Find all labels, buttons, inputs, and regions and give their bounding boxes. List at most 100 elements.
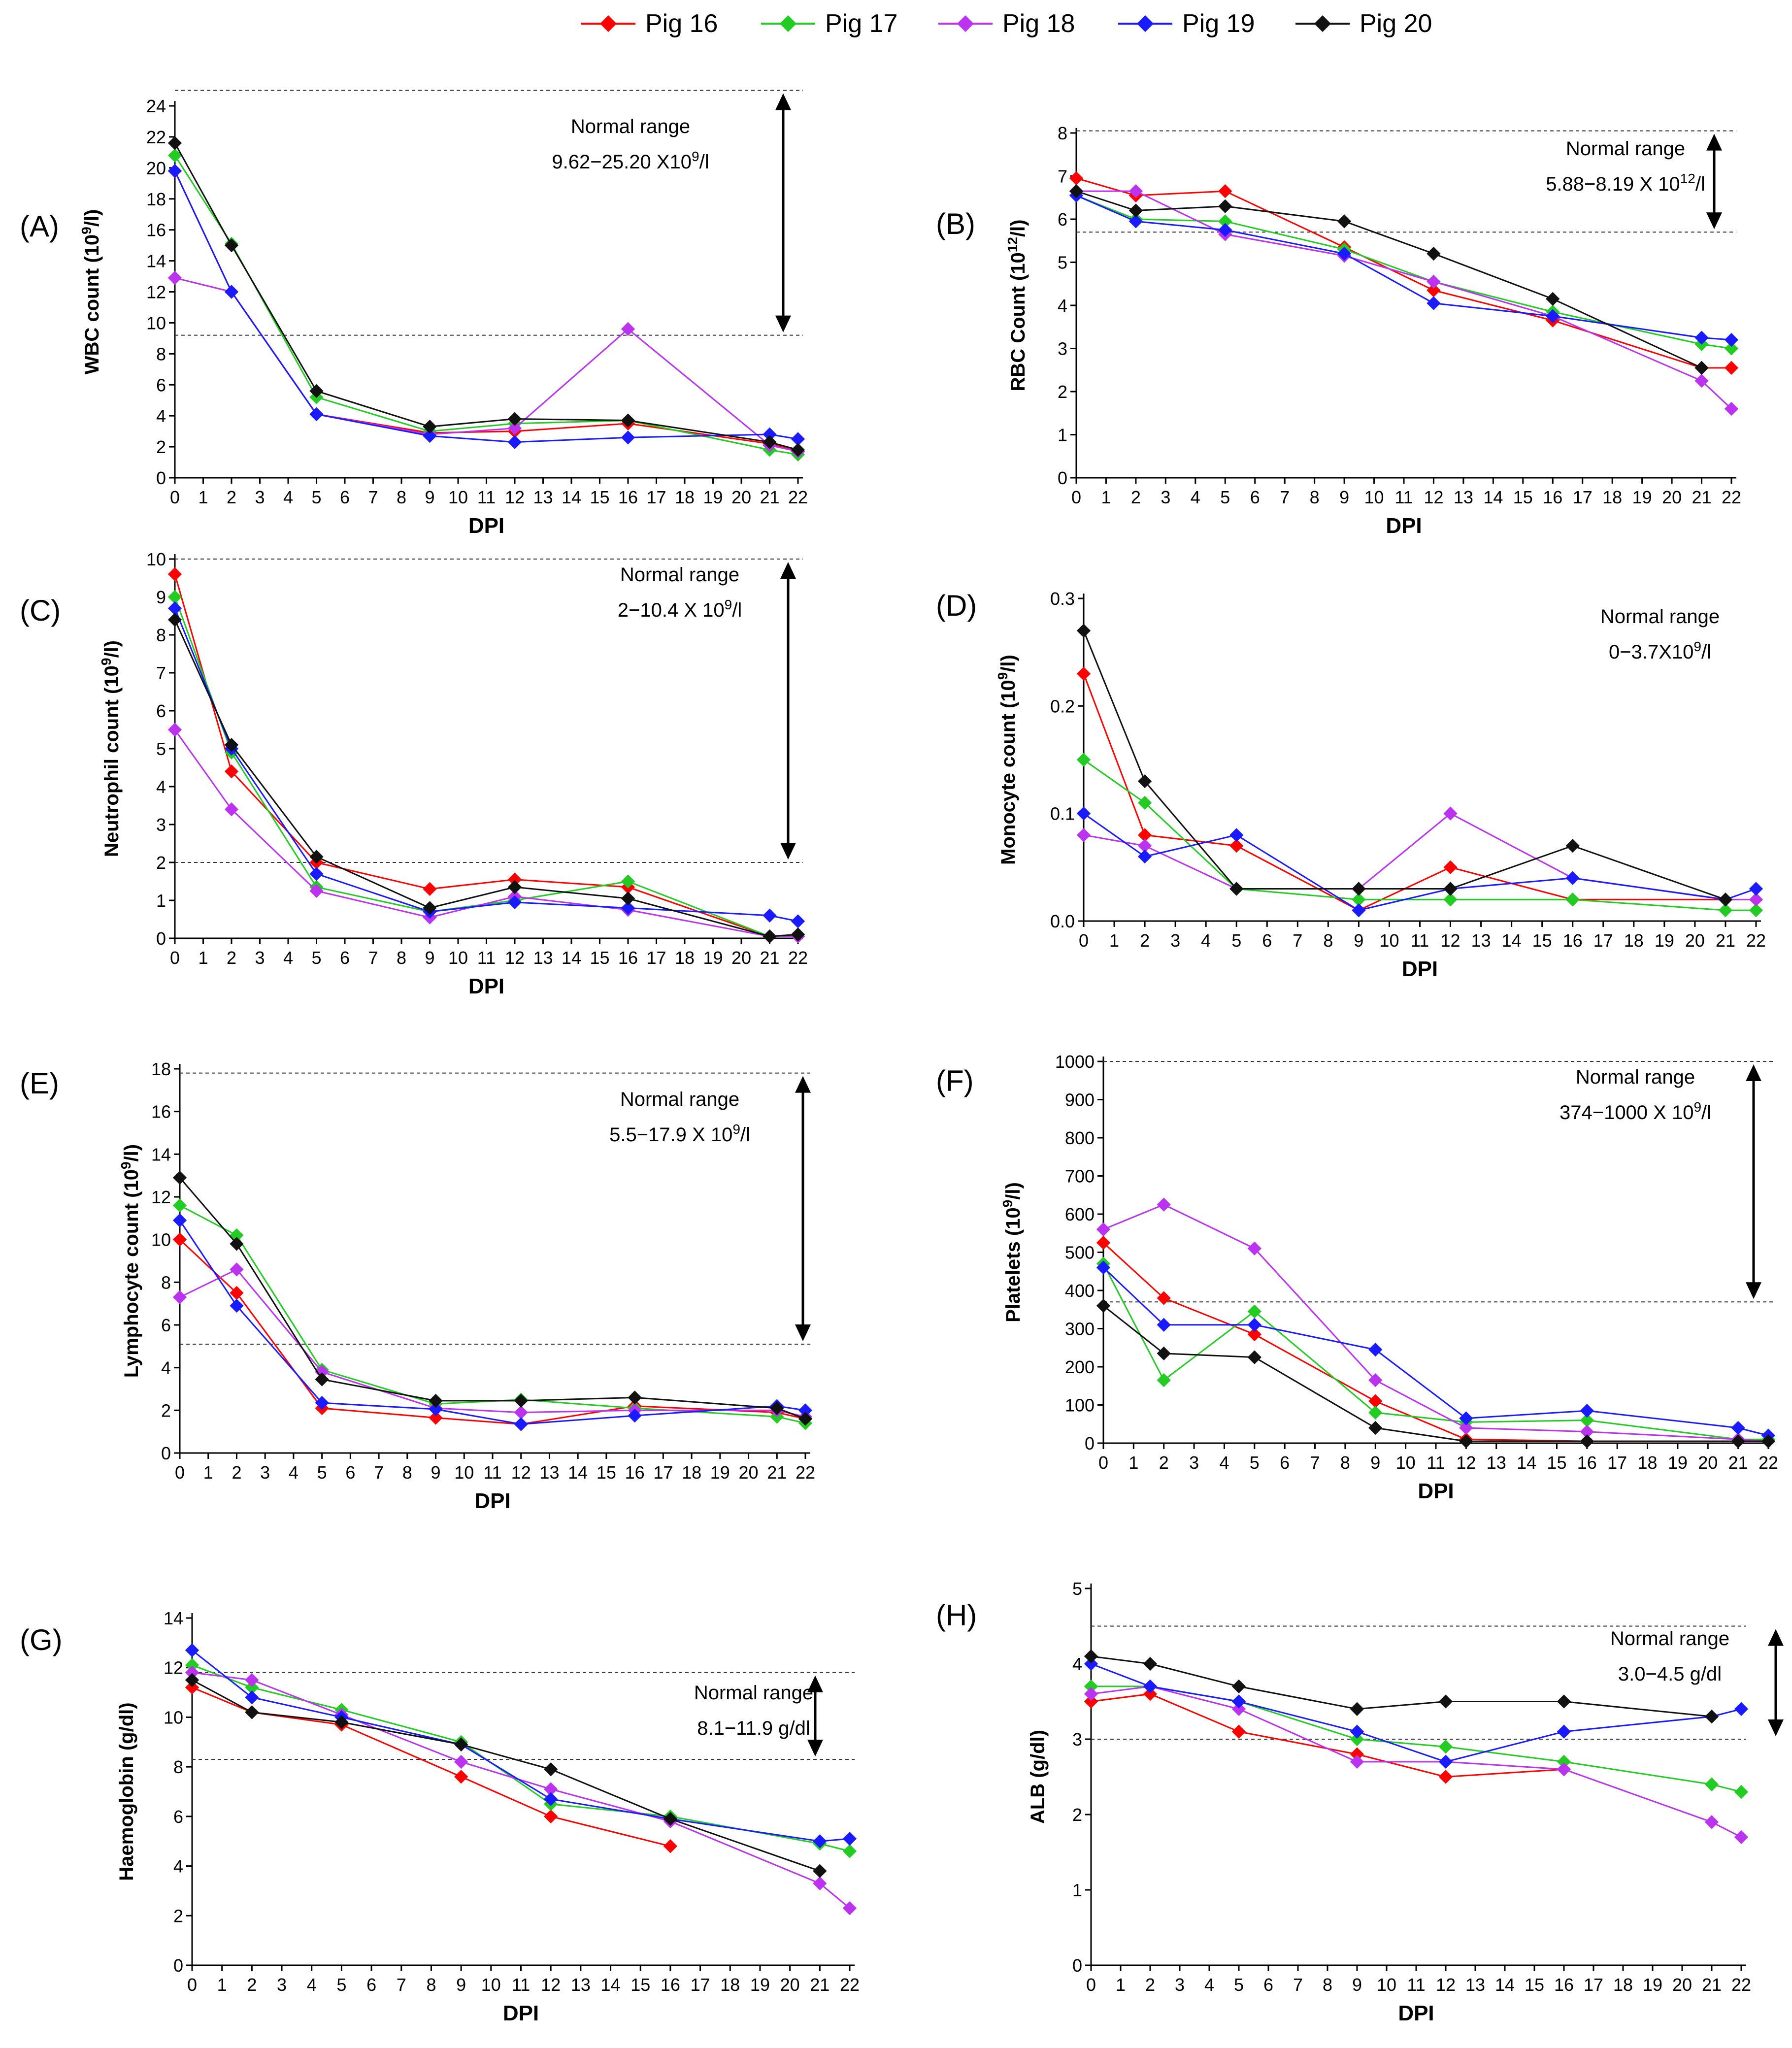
x-tick-label: 22 bbox=[788, 948, 808, 968]
x-tick-label: 18 bbox=[1613, 1975, 1633, 1995]
x-tick-label: 20 bbox=[1685, 930, 1705, 951]
series-line bbox=[1102, 1263, 1768, 1440]
x-tick-label: 15 bbox=[1525, 1975, 1544, 1995]
x-tick-label: 8 bbox=[1323, 930, 1333, 951]
panel-label: (A) bbox=[20, 210, 59, 243]
double-arrow-icon bbox=[1746, 1064, 1761, 1299]
y-tick-label: 2 bbox=[161, 1400, 171, 1420]
data-point bbox=[1443, 806, 1458, 821]
data-point bbox=[1229, 882, 1244, 896]
x-tick-label: 5 bbox=[1231, 930, 1241, 951]
x-axis-title: DPI bbox=[1398, 2001, 1434, 2025]
data-point bbox=[315, 1372, 329, 1387]
series-pig-20 bbox=[172, 1170, 813, 1426]
series-line bbox=[1083, 759, 1756, 911]
x-tick-label: 10 bbox=[1379, 930, 1399, 951]
data-point bbox=[770, 1401, 784, 1416]
y-tick-label: 1 bbox=[1072, 1880, 1082, 1900]
data-point bbox=[1084, 1687, 1098, 1701]
x-tick-label: 7 bbox=[1280, 487, 1290, 507]
data-point bbox=[185, 1665, 199, 1680]
y-tick-label: 1 bbox=[156, 891, 166, 911]
x-tick-label: 6 bbox=[366, 1975, 376, 1995]
data-point bbox=[1694, 373, 1709, 388]
data-point bbox=[1368, 1405, 1383, 1420]
x-tick-label: 14 bbox=[1517, 1453, 1536, 1473]
y-tick-label: 2 bbox=[173, 1906, 183, 1926]
y-tick-label: 3 bbox=[1058, 339, 1067, 359]
x-tick-label: 12 bbox=[505, 948, 525, 968]
x-tick-label: 6 bbox=[340, 948, 350, 968]
x-tick-label: 19 bbox=[703, 487, 723, 507]
x-tick-label: 22 bbox=[1759, 1453, 1778, 1473]
data-point bbox=[1096, 1260, 1111, 1275]
x-tick-label: 0 bbox=[187, 1975, 197, 1995]
data-point bbox=[1704, 1815, 1719, 1829]
data-point bbox=[1557, 1762, 1571, 1777]
x-tick-label: 8 bbox=[402, 1462, 412, 1483]
x-tick-label: 0 bbox=[1079, 930, 1089, 951]
y-tick-label: 300 bbox=[1065, 1319, 1095, 1339]
x-tick-label: 0 bbox=[175, 1462, 185, 1483]
y-tick-label: 5 bbox=[156, 739, 166, 759]
panel-label: (H) bbox=[936, 1599, 977, 1632]
data-point bbox=[423, 882, 437, 896]
data-point bbox=[1557, 1694, 1571, 1709]
x-tick-label: 5 bbox=[1220, 487, 1230, 507]
x-tick-label: 10 bbox=[448, 948, 468, 968]
x-tick-label: 13 bbox=[571, 1975, 591, 1995]
data-point bbox=[813, 1834, 827, 1849]
series-line bbox=[1076, 190, 1732, 410]
series-line bbox=[174, 619, 798, 937]
data-point bbox=[621, 322, 635, 336]
x-tick-label: 18 bbox=[1624, 930, 1644, 951]
data-point bbox=[1438, 1754, 1453, 1769]
y-tick-label: 10 bbox=[146, 549, 166, 569]
series-pig-17 bbox=[167, 590, 805, 944]
normal-range-title: Normal range bbox=[620, 1089, 739, 1110]
data-point bbox=[791, 443, 805, 457]
y-tick-label: 500 bbox=[1065, 1243, 1095, 1263]
data-point bbox=[1084, 1656, 1098, 1671]
data-point bbox=[224, 802, 239, 817]
data-point bbox=[1734, 1784, 1749, 1799]
data-point bbox=[309, 884, 324, 898]
data-point bbox=[1565, 871, 1580, 885]
series-line bbox=[179, 1220, 806, 1425]
x-tick-label: 0 bbox=[1086, 1975, 1096, 1995]
data-point bbox=[1546, 292, 1560, 306]
data-point bbox=[1580, 1424, 1594, 1439]
y-tick-label: 2 bbox=[1058, 382, 1067, 402]
series-pig-16 bbox=[167, 164, 805, 459]
series-line bbox=[1076, 195, 1732, 349]
y-tick-label: 0 bbox=[156, 468, 166, 488]
panel-label: (B) bbox=[936, 207, 975, 240]
x-tick-label: 16 bbox=[625, 1462, 645, 1483]
data-point bbox=[1557, 1724, 1571, 1739]
data-point bbox=[334, 1715, 349, 1729]
data-point bbox=[245, 1705, 259, 1719]
legend-label: Pig 18 bbox=[1002, 9, 1075, 38]
x-tick-label: 22 bbox=[1746, 930, 1766, 951]
data-point bbox=[621, 901, 635, 915]
normal-range-title: Normal range bbox=[1576, 1066, 1695, 1088]
series-pig-19 bbox=[172, 1213, 813, 1431]
data-point bbox=[1694, 361, 1709, 375]
data-point bbox=[842, 1901, 857, 1916]
y-tick-label: 18 bbox=[146, 189, 166, 209]
x-tick-label: 22 bbox=[1731, 1975, 1751, 1995]
x-tick-label: 19 bbox=[750, 1975, 770, 1995]
series-pig-17 bbox=[167, 148, 805, 462]
data-point bbox=[514, 1405, 528, 1420]
y-tick-label: 4 bbox=[156, 777, 166, 797]
double-arrow-icon bbox=[775, 93, 791, 332]
x-tick-label: 19 bbox=[1643, 1975, 1662, 1995]
x-tick-label: 20 bbox=[739, 1462, 759, 1483]
x-tick-label: 7 bbox=[1310, 1453, 1320, 1473]
x-tick-label: 2 bbox=[1145, 1975, 1155, 1995]
x-tick-label: 7 bbox=[374, 1462, 384, 1483]
data-point bbox=[1128, 184, 1143, 198]
y-tick-label: 6 bbox=[1058, 209, 1067, 230]
data-point bbox=[429, 1411, 443, 1425]
